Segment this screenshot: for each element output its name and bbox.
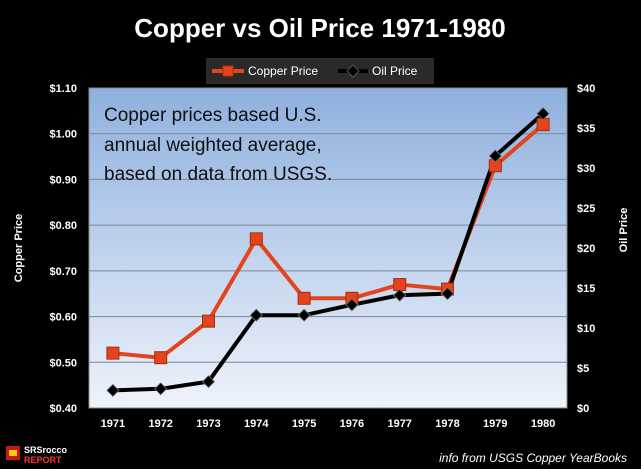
- copper-price-point: [536, 118, 550, 132]
- right-axis-ticks: $0 $5 $10 $15 $20 $25 $30 $35 $40: [577, 83, 595, 415]
- oil-price-point: [536, 107, 550, 121]
- y-left-tick-label: $1.10: [49, 83, 77, 95]
- annotation: Copper prices based U.S. annual weighted…: [104, 105, 332, 185]
- source-note: info from USGS Copper YearBooks: [439, 451, 627, 465]
- logo-text-top: SRSrocco: [24, 445, 68, 455]
- x-tick-label: 1976: [340, 418, 364, 430]
- x-tick-label: 1975: [292, 418, 316, 430]
- x-tick-label: 1979: [483, 418, 507, 430]
- x-tick-label: 1974: [244, 418, 269, 430]
- plot-area: [88, 87, 568, 409]
- series-layer: [106, 107, 550, 397]
- left-axis-ticks: $0.40 $0.50 $0.60 $0.70 $0.80 $0.90 $1.00 $1.10: [49, 83, 77, 415]
- x-tick-label: 1971: [101, 418, 125, 430]
- logo-text-bottom: REPORT: [24, 455, 62, 465]
- oil-price-point: [345, 298, 359, 312]
- annotation-line-1: Copper prices based U.S.: [104, 105, 322, 126]
- y-right-axis-title: Oil Price: [618, 208, 630, 253]
- legend: Copper Price Oil Price: [206, 58, 434, 84]
- y-right-tick-label: $5: [577, 363, 589, 375]
- legend-label-oil: Oil Price: [372, 64, 418, 78]
- oil-price-point: [249, 308, 263, 322]
- y-right-tick-label: $0: [577, 403, 589, 415]
- y-right-tick-label: $15: [577, 283, 595, 295]
- oil-price-point: [106, 383, 120, 397]
- copper-price-point: [154, 351, 168, 365]
- legend-label-copper: Copper Price: [248, 64, 318, 78]
- oil-price-point: [488, 149, 502, 163]
- chart-title: Copper vs Oil Price 1971-1980: [134, 13, 505, 43]
- y-left-tick-label: $0.50: [49, 357, 77, 369]
- copper-price-point: [106, 346, 120, 360]
- x-tick-label: 1980: [531, 418, 555, 430]
- legend-marker-oil: [346, 64, 360, 78]
- y-right-tick-label: $10: [577, 323, 595, 335]
- srsrocco-logo: SRSrocco REPORT: [6, 445, 68, 465]
- legend-item-copper: Copper Price: [212, 64, 318, 78]
- x-axis-ticks: 1971 1972 1973 1974 1975 1976 1977 1978 1979 1980: [101, 418, 556, 430]
- oil-price-line: [112, 112, 545, 393]
- y-left-tick-label: $1.00: [49, 129, 77, 141]
- y-left-tick-label: $0.60: [49, 312, 77, 324]
- y-left-tick-label: $0.80: [49, 220, 77, 232]
- gridlines: [89, 133, 567, 363]
- y-right-tick-label: $35: [577, 123, 595, 135]
- x-tick-label: 1972: [148, 418, 172, 430]
- y-right-tick-label: $25: [577, 203, 595, 215]
- y-left-tick-label: $0.90: [49, 174, 77, 186]
- y-right-tick-label: $20: [577, 243, 595, 255]
- oil-price-point: [297, 308, 311, 322]
- x-tick-label: 1973: [196, 418, 220, 430]
- oil-price-point: [154, 382, 168, 396]
- oil-price-point: [393, 288, 407, 302]
- logo-mark-inner: [9, 450, 17, 456]
- copper-price-point: [297, 291, 311, 305]
- x-tick-label: 1977: [387, 418, 411, 430]
- y-right-tick-label: $30: [577, 163, 595, 175]
- y-right-tick-label: $40: [577, 83, 595, 95]
- oil-price-point: [201, 375, 216, 389]
- y-left-axis-title: Copper Price: [13, 214, 25, 282]
- annotation-line-3: based on data from USGS.: [104, 164, 332, 185]
- annotation-line-2: annual weighted average,: [104, 135, 322, 156]
- y-left-tick-label: $0.70: [49, 266, 77, 278]
- legend-marker-copper: [222, 65, 234, 77]
- copper-price-point: [249, 232, 263, 246]
- legend-item-oil: Oil Price: [338, 64, 418, 78]
- copper-price-point: [202, 314, 215, 328]
- x-tick-label: 1978: [435, 418, 459, 430]
- y-left-tick-label: $0.40: [49, 403, 77, 415]
- oil-price-point: [440, 287, 455, 301]
